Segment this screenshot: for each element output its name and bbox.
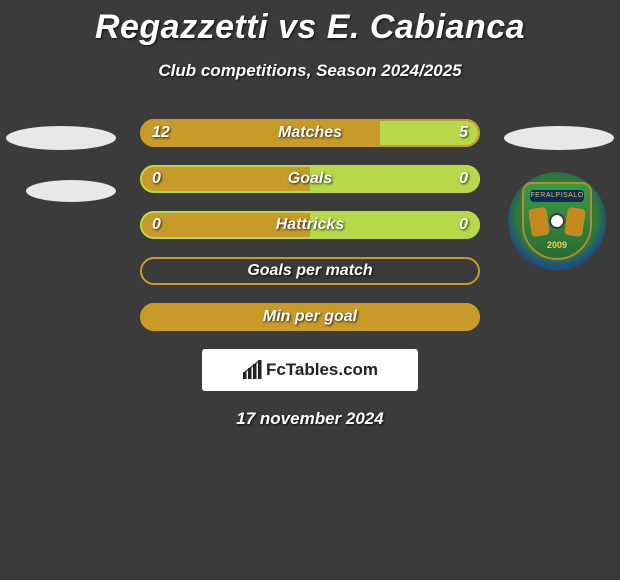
comparison-title: Regazzetti vs E. Cabianca	[0, 0, 620, 47]
season-subtitle: Club competitions, Season 2024/2025	[0, 61, 620, 81]
stat-label: Matches	[140, 119, 480, 147]
stat-label: Hattricks	[140, 211, 480, 239]
brand-watermark: FcTables.com	[202, 349, 418, 391]
stat-label: Goals	[140, 165, 480, 193]
stat-row: Goals per match	[140, 257, 480, 285]
stat-row: 00Hattricks	[140, 211, 480, 239]
brand-bars-icon	[242, 360, 262, 380]
stat-row: 125Matches	[140, 119, 480, 147]
stat-label: Min per goal	[140, 303, 480, 331]
snapshot-date: 17 november 2024	[0, 409, 620, 429]
brand-text: FcTables.com	[266, 360, 378, 380]
stat-label: Goals per match	[140, 257, 480, 285]
stat-row: 00Goals	[140, 165, 480, 193]
stats-container: 125Matches 00Goals 00Hattricks Goals per ma…	[0, 119, 620, 331]
stat-row: Min per goal	[140, 303, 480, 331]
